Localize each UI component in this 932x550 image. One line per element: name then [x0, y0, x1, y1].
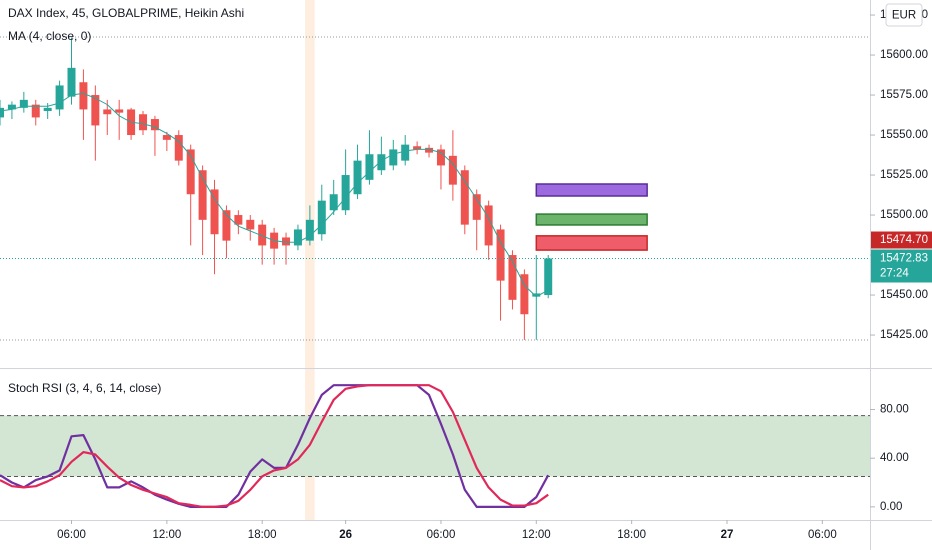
zone-box: [535, 235, 648, 251]
currency-button[interactable]: [885, 3, 923, 27]
y-tick-label: 15525.00: [880, 169, 928, 181]
candle-body: [67, 67, 76, 97]
candle-body: [329, 194, 338, 211]
candle-body: [353, 160, 362, 195]
x-tick-label: 12:00: [522, 529, 551, 541]
box-price-label-bg: [871, 231, 932, 249]
indicator-label: MA (4, close, 0): [8, 29, 91, 43]
candle-body: [341, 175, 350, 211]
box-price-label: 15474.70: [880, 234, 928, 246]
candle-body: [413, 146, 422, 150]
y-tick-label: 15500.00: [880, 209, 928, 221]
y-tick-label: 80.00: [880, 404, 909, 416]
candle-body: [91, 95, 100, 126]
candle-body: [520, 274, 529, 315]
candle-body: [436, 149, 445, 166]
band-fill: [0, 415, 870, 477]
x-tick-label: 06:00: [57, 529, 86, 541]
candle-body: [150, 119, 159, 131]
countdown: 27:24: [880, 268, 909, 280]
last-price-label: 15472.83: [880, 253, 928, 265]
x-tick-label: 06:00: [427, 529, 456, 541]
candle-body: [31, 104, 40, 118]
candle-body: [305, 219, 314, 241]
x-tick-label: 12:00: [152, 529, 181, 541]
candle-body: [79, 82, 88, 110]
candle-body: [198, 170, 207, 220]
candle-body: [496, 229, 505, 281]
stoch-line: [0, 384, 550, 508]
candle-body: [472, 194, 481, 220]
candle-body: [389, 149, 398, 166]
candle-body: [401, 144, 410, 161]
candle-body: [115, 109, 124, 113]
x-tick-label: 06:00: [808, 529, 837, 541]
candle-body: [377, 154, 386, 171]
candle-body: [174, 135, 183, 161]
candle-body: [365, 154, 374, 180]
y-tick-label: 15575.00: [880, 89, 928, 101]
candle-body: [258, 224, 267, 246]
x-tick-label: 18:00: [617, 529, 646, 541]
candle-body: [544, 258, 553, 296]
chart-title: DAX Index, 45, GLOBALPRIME, Heikin Ashi: [8, 6, 244, 20]
y-tick-label: 15600.00: [880, 49, 928, 61]
candle-body: [19, 99, 28, 108]
last-price-bg: [871, 249, 932, 283]
candle-body: [139, 114, 148, 131]
y-tick-label: 40.00: [880, 452, 909, 464]
currency[interactable]: EUR: [892, 10, 916, 22]
candle-body: [508, 255, 517, 300]
x-tick-label: 26: [339, 529, 352, 541]
candle-body: [222, 210, 231, 241]
candle-body: [246, 219, 255, 230]
candle-body: [532, 293, 541, 297]
y-tick-label: 15550.00: [880, 129, 928, 141]
candle-body: [448, 155, 457, 185]
stoch-line: [0, 384, 549, 508]
x-tick-label: 18:00: [248, 529, 277, 541]
ma-line: [0, 92, 549, 298]
candle-body: [484, 205, 493, 246]
session-highlight: [305, 0, 315, 520]
candle-body: [186, 149, 195, 195]
y-tick-label: 15425.00: [880, 329, 928, 341]
candle-body: [293, 229, 302, 246]
candle-body: [210, 189, 219, 235]
zone-box: [535, 213, 648, 226]
candle-body: [43, 107, 52, 112]
candle-body: [162, 135, 171, 140]
candle-body: [0, 107, 4, 118]
candle-body: [7, 104, 16, 110]
candle-body: [425, 147, 434, 153]
candle-body: [317, 200, 326, 235]
candle-body: [460, 170, 469, 225]
candle-body: [234, 215, 243, 225]
y-tick-label: 15450.00: [880, 289, 928, 301]
candle-body: [282, 237, 291, 246]
stoch-label: Stoch RSI (3, 4, 6, 14, close): [8, 381, 161, 395]
zone-box: [535, 183, 648, 197]
x-tick-label: 27: [721, 529, 734, 541]
y-tick-label: 0.00: [880, 501, 902, 513]
candle-body: [55, 85, 64, 110]
candle-body: [103, 109, 112, 115]
